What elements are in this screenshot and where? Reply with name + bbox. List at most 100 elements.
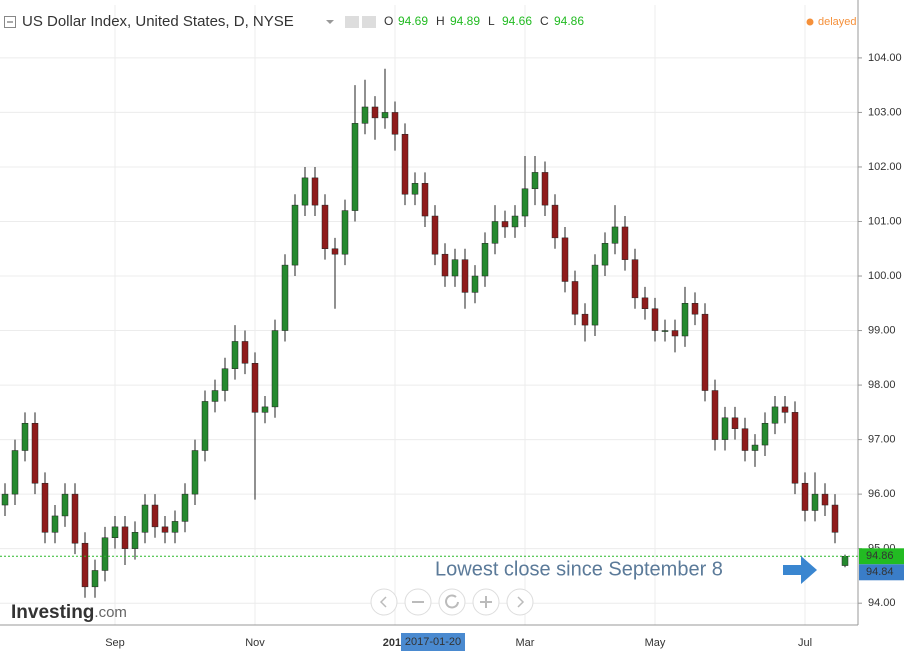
annotation: Lowest close since September 8 xyxy=(435,558,723,580)
candle-body xyxy=(161,526,169,533)
candle-body xyxy=(401,133,409,195)
candle-body xyxy=(441,253,449,277)
candle-body xyxy=(91,570,99,588)
candle-body xyxy=(271,330,279,408)
candle-body xyxy=(451,259,459,277)
last-price-label: 94.86 xyxy=(866,550,894,562)
y-tick-label: 98.00 xyxy=(868,379,896,391)
candle-body xyxy=(201,401,209,451)
candle-body xyxy=(421,183,429,217)
candle-body xyxy=(511,215,519,228)
candle-body xyxy=(131,532,139,549)
x-tick-label: Mar xyxy=(516,637,535,649)
candle-body xyxy=(261,406,269,413)
icon xyxy=(480,596,492,608)
y-tick-label: 102.00 xyxy=(868,161,902,173)
logo-suffix: .com xyxy=(94,604,127,621)
candle-body xyxy=(71,493,79,544)
candle-body xyxy=(81,542,89,588)
x-tick-label: Nov xyxy=(245,637,265,649)
candle-body xyxy=(41,482,49,533)
candle-body xyxy=(601,243,609,266)
current-price-label: 94.84 xyxy=(866,566,894,578)
candle-body xyxy=(1,493,9,506)
candle-body xyxy=(241,341,249,364)
eye-button[interactable] xyxy=(345,16,359,28)
candle-body xyxy=(471,275,479,293)
candle-body xyxy=(291,204,299,266)
icon xyxy=(517,596,525,608)
ohlc-key: C xyxy=(540,14,549,28)
candle-body xyxy=(651,308,659,331)
candle-body xyxy=(181,493,189,522)
candle-body xyxy=(21,422,29,451)
annotation-arrow xyxy=(783,556,817,584)
candle-body xyxy=(631,259,639,299)
nav-buttons xyxy=(370,588,534,616)
candle-body xyxy=(341,210,349,255)
candle-body xyxy=(801,482,809,511)
candle-body xyxy=(391,112,399,135)
y-tick-label: 100.00 xyxy=(868,270,902,282)
settings-button[interactable] xyxy=(362,16,376,28)
candle-body xyxy=(221,368,229,391)
candle-body xyxy=(211,390,219,402)
candle-body xyxy=(561,237,569,282)
candle-body xyxy=(791,412,799,484)
candle-body xyxy=(231,341,239,369)
candle-body xyxy=(141,504,149,533)
candle-body xyxy=(591,264,599,326)
candle-body xyxy=(461,259,469,293)
ohlc-key: H xyxy=(436,14,445,28)
candle-body xyxy=(751,444,759,451)
candle-body xyxy=(31,422,39,484)
candle-body xyxy=(331,248,339,255)
candle-body xyxy=(191,450,199,495)
candle-body xyxy=(371,106,379,119)
scroll-left[interactable] xyxy=(370,588,398,616)
x-tick-label: Jul xyxy=(798,637,812,649)
candle-body xyxy=(731,417,739,429)
candle-body xyxy=(171,521,179,533)
candle-body xyxy=(61,493,69,517)
candle-body xyxy=(431,215,439,255)
candle-body xyxy=(11,450,19,495)
candle-body xyxy=(771,406,779,424)
x-tick-label: May xyxy=(645,637,666,649)
icon xyxy=(445,594,459,609)
candle-body xyxy=(351,123,359,211)
candle-body xyxy=(311,177,319,206)
candle-body xyxy=(581,313,589,326)
crosshair-date-label: 2017-01-20 xyxy=(405,636,461,648)
candle-body xyxy=(761,422,769,446)
scroll-right[interactable] xyxy=(506,588,534,616)
candle-body xyxy=(721,417,729,440)
candle-body xyxy=(621,226,629,260)
candle-body xyxy=(821,493,829,506)
candle-body xyxy=(381,112,389,119)
candle-body xyxy=(491,221,499,244)
icon xyxy=(379,596,387,608)
candle-body xyxy=(281,264,289,331)
ohlc-key: O xyxy=(384,14,393,28)
candle-body xyxy=(691,303,699,315)
current-price-tag xyxy=(859,564,904,581)
candle-body xyxy=(321,204,329,250)
candle-body xyxy=(681,303,689,337)
candle-body xyxy=(121,526,129,549)
y-tick-label: 103.00 xyxy=(868,106,902,118)
reset[interactable] xyxy=(438,588,466,616)
crosshair-date-tag xyxy=(401,633,465,651)
candle-body xyxy=(641,297,649,309)
dropdown-arrow[interactable] xyxy=(326,20,334,24)
ohlc-value: 94.86 xyxy=(554,14,584,28)
candle-body xyxy=(531,172,539,190)
candle-body xyxy=(781,406,789,413)
candle-body xyxy=(111,526,119,539)
candle-body xyxy=(571,281,579,315)
candle-body xyxy=(841,556,849,566)
ohlc-key: L xyxy=(488,14,495,28)
logo-name: Investing xyxy=(11,602,94,623)
